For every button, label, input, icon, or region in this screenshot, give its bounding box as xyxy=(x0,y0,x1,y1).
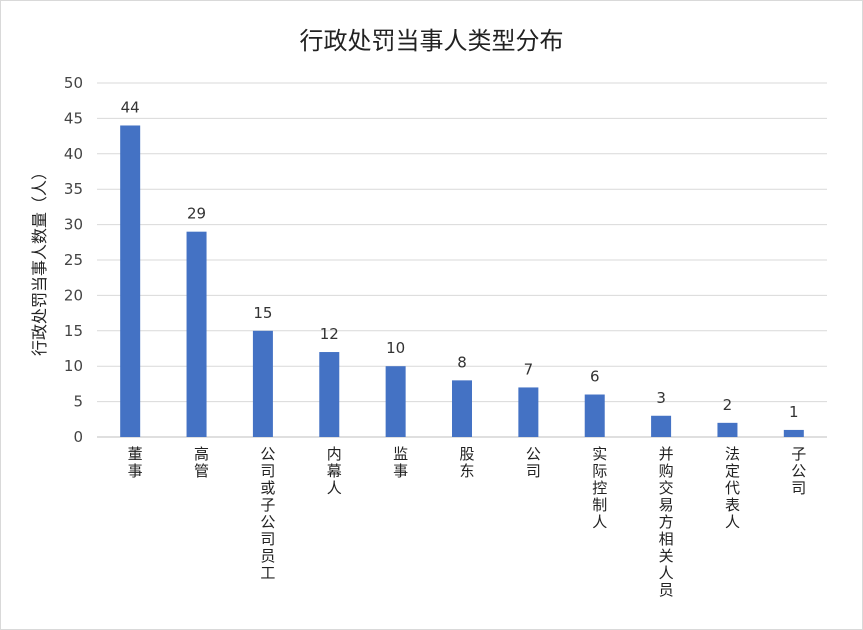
x-tick-label: 并购交易方相关人员 xyxy=(659,445,674,599)
data-label: 1 xyxy=(789,403,799,421)
y-tick-label: 15 xyxy=(64,322,83,340)
x-tick-label: 公司 xyxy=(526,445,541,480)
y-tick-label: 20 xyxy=(64,286,83,304)
data-label: 10 xyxy=(386,339,405,357)
chart-title: 行政处罚当事人类型分布 xyxy=(299,27,564,55)
y-tick-label: 30 xyxy=(64,216,83,234)
y-tick-label: 35 xyxy=(64,180,83,198)
y-tick-label: 40 xyxy=(64,145,83,163)
y-tick-label: 0 xyxy=(73,428,83,446)
bar xyxy=(452,380,472,437)
y-axis-title: 行政处罚当事人数量（人） xyxy=(30,164,49,356)
data-label: 7 xyxy=(524,360,534,378)
y-tick-label: 25 xyxy=(64,251,83,269)
data-label: 3 xyxy=(656,389,666,407)
y-tick-label: 5 xyxy=(73,393,83,411)
data-label: 15 xyxy=(253,304,272,322)
bar xyxy=(584,394,605,437)
x-tick-label: 实际控制人 xyxy=(592,445,607,531)
y-tick-label: 45 xyxy=(64,109,83,127)
data-label: 2 xyxy=(723,396,733,414)
data-label: 44 xyxy=(121,98,140,116)
x-tick-label: 监事 xyxy=(393,445,408,480)
y-tick-label: 10 xyxy=(64,357,83,375)
data-label: 8 xyxy=(457,353,467,371)
x-tick-label: 子公司 xyxy=(791,445,806,497)
data-label: 12 xyxy=(320,325,339,343)
x-tick-label: 内幕人 xyxy=(327,445,342,497)
data-label: 6 xyxy=(590,368,600,386)
bar xyxy=(120,125,141,437)
bar xyxy=(717,422,738,437)
bar xyxy=(186,231,207,437)
data-label: 29 xyxy=(187,205,206,223)
x-tick-label: 法定代表人 xyxy=(725,445,740,531)
bar xyxy=(518,387,539,437)
y-tick-label: 50 xyxy=(64,74,83,92)
bar xyxy=(783,429,804,437)
bar xyxy=(252,330,273,437)
bar xyxy=(651,415,672,437)
x-tick-label: 董事 xyxy=(128,445,143,480)
bar xyxy=(385,366,406,437)
bar xyxy=(319,352,340,437)
x-tick-label: 公司或子公司员工 xyxy=(260,445,275,582)
x-tick-label: 高管 xyxy=(194,445,209,480)
x-tick-label: 股东 xyxy=(459,445,474,480)
